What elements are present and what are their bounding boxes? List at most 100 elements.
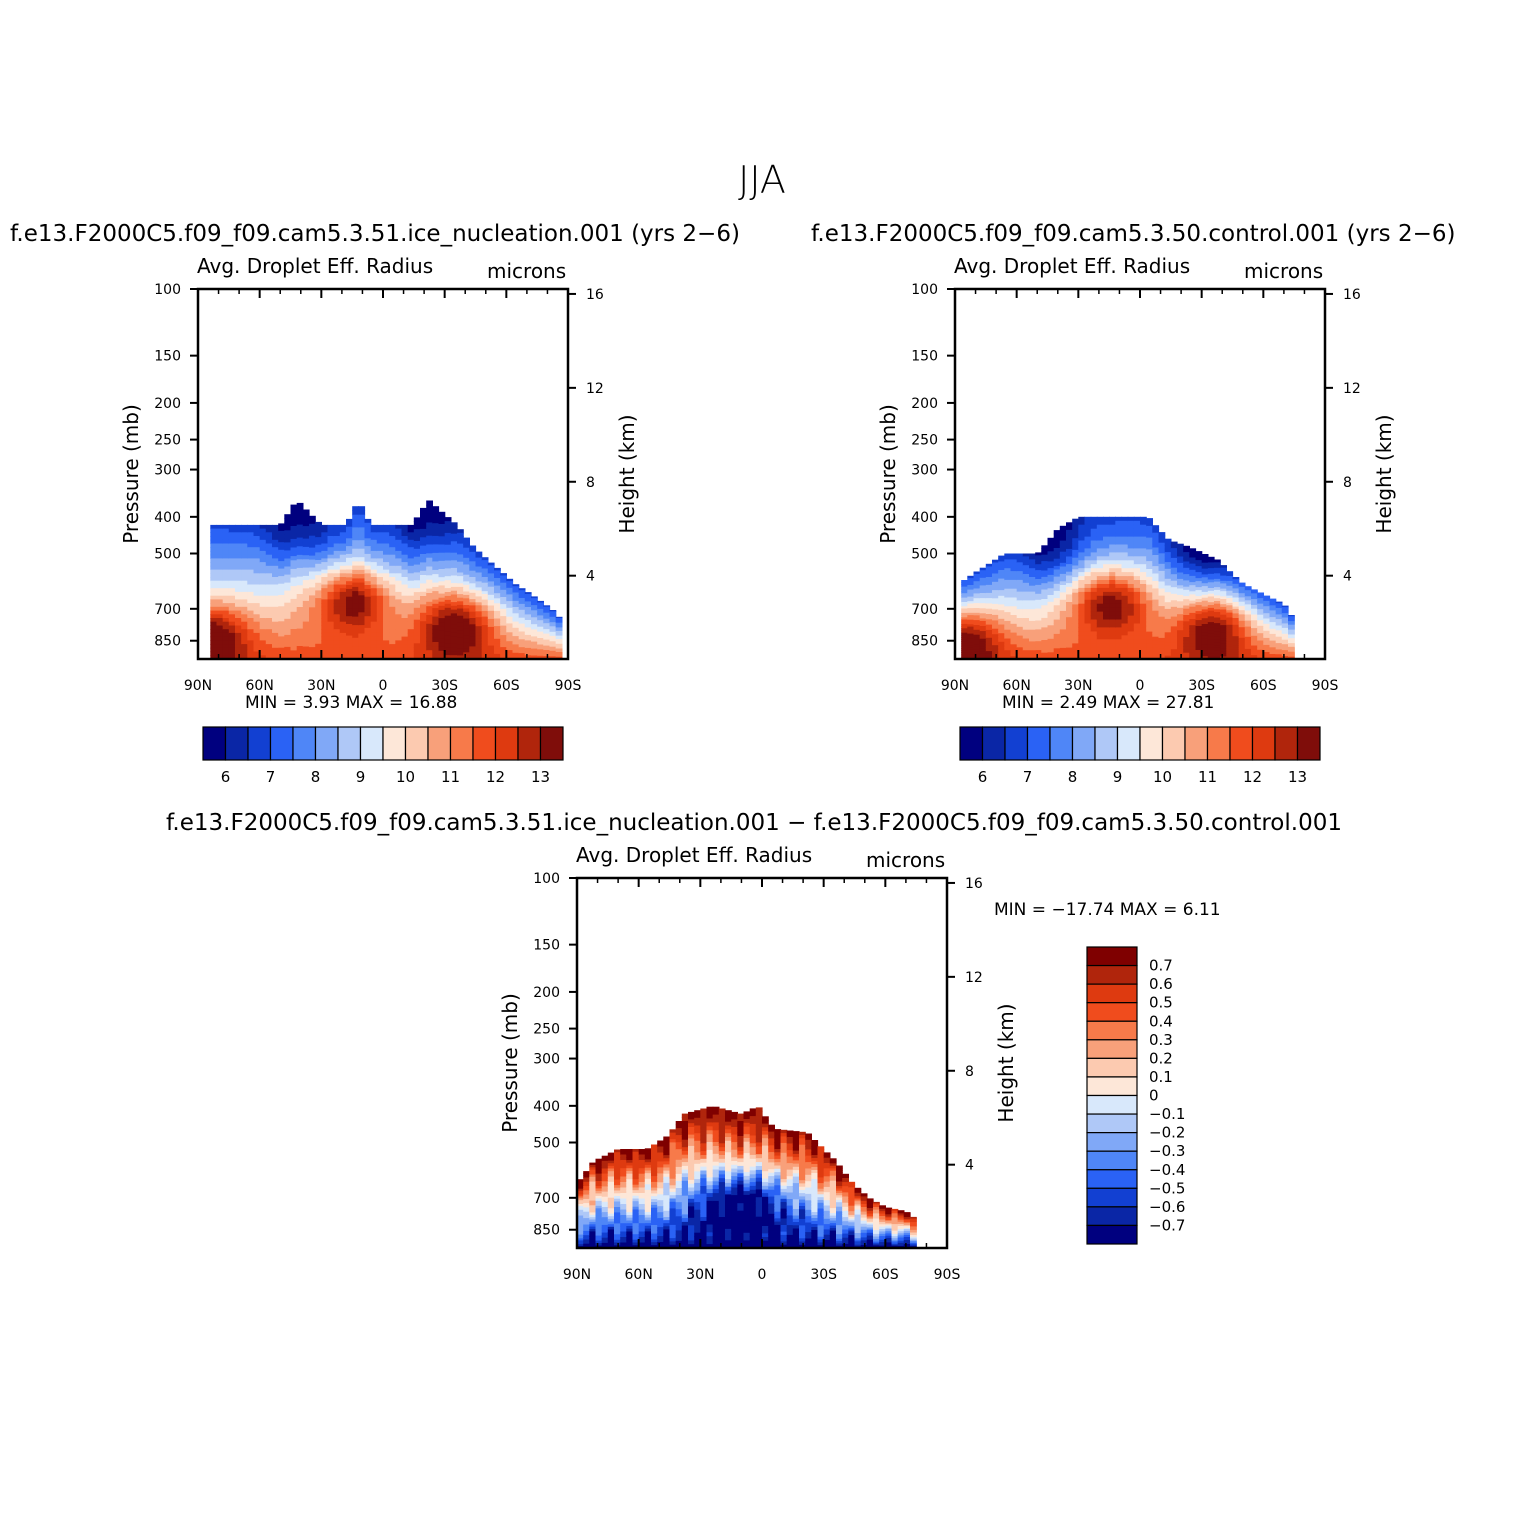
field-cell [463,605,470,609]
field-cell [694,1117,701,1123]
field-cell [278,655,285,659]
field-cell [302,605,310,610]
field-cell [1226,649,1234,653]
field-cell [253,591,261,597]
field-cell [228,618,236,623]
field-cell [457,561,464,566]
field-cell [657,1185,664,1189]
field-cell [1263,639,1271,642]
field-cell [475,650,483,654]
field-cell [475,554,483,559]
field-cell [620,1206,627,1211]
field-cell [1010,562,1018,566]
field-cell [1263,637,1271,641]
field-cell [979,651,987,655]
field-cell [321,573,329,578]
field-cell [1177,627,1184,631]
field-cell [700,1193,708,1199]
field-cell [290,607,298,613]
field-cell [537,607,544,610]
field-cell [487,634,495,639]
field-cell [438,622,446,627]
field-cell [1164,575,1172,580]
field-cell [1047,554,1055,559]
field-cell [555,625,563,627]
field-cell [998,581,1005,585]
field-cell [333,632,341,638]
field-cell [432,612,440,618]
field-cell [253,547,261,552]
field-cell [583,1216,590,1219]
field-cell [383,625,390,630]
field-cell [481,650,489,654]
field-cell [1201,644,1209,648]
field-cell [481,644,489,649]
field-cell [694,1232,701,1238]
field-cell [669,1221,677,1226]
field-cell [265,536,273,541]
field-cell [973,632,981,636]
field-cell [1133,524,1141,530]
field-cell [675,1202,683,1207]
field-cell [979,590,987,594]
field-cell [383,584,390,589]
field-cell [985,569,993,573]
field-cell [389,629,396,634]
field-cell [524,605,532,608]
field-cell [644,1225,652,1230]
field-cell [1004,612,1012,616]
field-cell [284,590,292,596]
field-cell [370,603,378,608]
field-cell [376,610,384,615]
field-cell [537,650,544,654]
field-cell [1022,618,1030,622]
field-cell [1257,631,1264,634]
field-cell [1269,613,1277,616]
field-cell [432,565,440,571]
field-cell [675,1166,683,1171]
field-cell [444,651,452,656]
field-cell [1035,623,1042,628]
field-cell [1238,608,1246,611]
field-cell [589,1167,597,1171]
field-cell [967,612,975,616]
field-cell [512,623,520,627]
field-cell [1152,573,1160,578]
field-cell [395,562,403,567]
field-cell [1133,536,1141,542]
field-cell [358,519,366,524]
field-cell [1189,582,1197,586]
field-cell [463,645,470,650]
field-cell [1195,635,1203,639]
field-cell [364,553,372,559]
field-cell [401,550,409,556]
field-cell [1195,599,1203,603]
field-cell [302,534,310,540]
field-cell [1133,528,1141,534]
field-cell [620,1237,627,1241]
field-cell [512,642,520,646]
field-cell [1016,650,1024,654]
field-cell [1053,651,1061,656]
field-cell [1214,601,1221,605]
field-cell [1109,520,1116,526]
field-cell [632,1220,640,1224]
field-cell [253,569,261,574]
field-cell [321,629,329,634]
field-cell [1004,600,1012,604]
field-cell [1084,603,1092,609]
field-cell [638,1228,646,1233]
field-cell [358,650,366,656]
field-cell [401,644,409,649]
field-cell [407,562,415,567]
field-cell [407,606,415,612]
field-cell [426,615,433,620]
field-cell [555,636,563,639]
field-cell [644,1198,652,1202]
field-cell [444,548,452,554]
field-cell [272,543,279,548]
field-cell [1152,551,1160,556]
field-cell [1226,634,1234,638]
field-cell [577,1188,584,1192]
field-cell [985,624,993,628]
